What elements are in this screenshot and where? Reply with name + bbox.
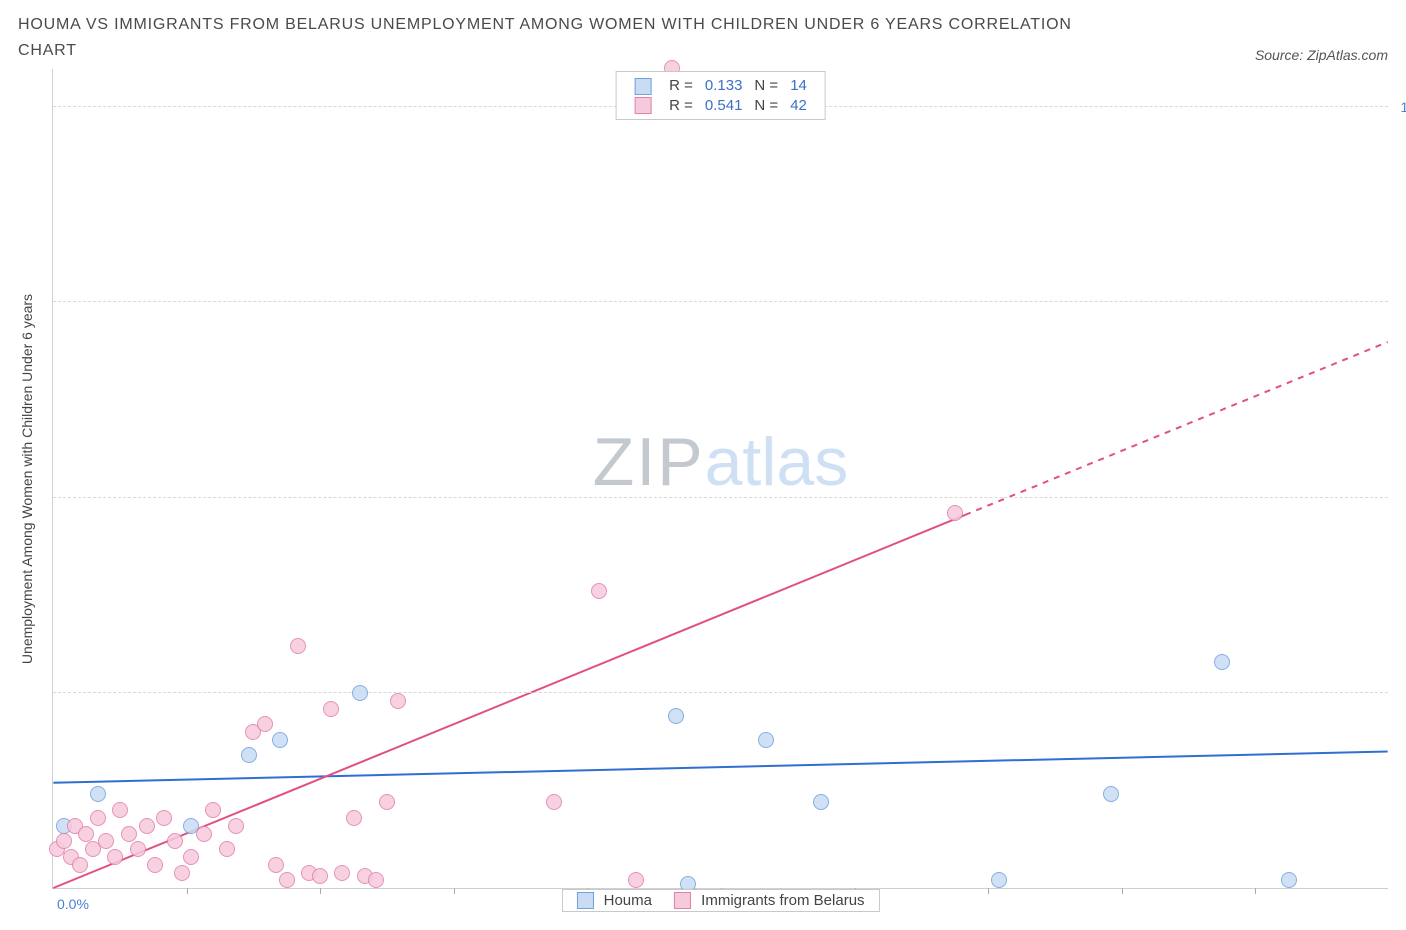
data-point xyxy=(174,865,190,881)
data-point xyxy=(112,802,128,818)
data-point xyxy=(334,865,350,881)
x-axis-tickmark xyxy=(187,888,188,894)
data-point xyxy=(312,868,328,884)
data-point xyxy=(196,826,212,842)
data-point xyxy=(219,841,235,857)
data-point xyxy=(228,818,244,834)
scatter-chart: Unemployment Among Women with Children U… xyxy=(52,69,1388,889)
data-point xyxy=(156,810,172,826)
data-point xyxy=(279,872,295,888)
gridline xyxy=(53,497,1388,498)
data-point xyxy=(591,583,607,599)
watermark: ZIPatlas xyxy=(593,423,848,501)
data-point xyxy=(130,841,146,857)
stats-row: R =0.541N =42 xyxy=(628,96,813,116)
legend-item: Immigrants from Belarus xyxy=(674,892,865,910)
data-point xyxy=(668,708,684,724)
data-point xyxy=(72,857,88,873)
gridline xyxy=(53,301,1388,302)
data-point xyxy=(147,857,163,873)
data-point xyxy=(139,818,155,834)
data-point xyxy=(183,849,199,865)
x-axis-tickmark xyxy=(320,888,321,894)
data-point xyxy=(991,872,1007,888)
data-point xyxy=(352,685,368,701)
data-point xyxy=(758,732,774,748)
data-point xyxy=(947,505,963,521)
data-point xyxy=(56,833,72,849)
stats-row: R =0.133N =14 xyxy=(628,76,813,96)
data-point xyxy=(290,638,306,654)
data-point xyxy=(346,810,362,826)
data-point xyxy=(90,810,106,826)
data-point xyxy=(241,747,257,763)
data-point xyxy=(379,794,395,810)
x-axis-tick-min: 0.0% xyxy=(57,896,89,912)
stats-legend: R =0.133N =14R =0.541N =42 xyxy=(615,71,826,120)
data-point xyxy=(268,857,284,873)
data-point xyxy=(1103,786,1119,802)
series-legend: Houma Immigrants from Belarus xyxy=(561,889,879,913)
trend-lines xyxy=(53,69,1388,888)
x-axis-tickmark xyxy=(988,888,989,894)
data-point xyxy=(167,833,183,849)
data-point xyxy=(257,716,273,732)
data-point xyxy=(205,802,221,818)
chart-title: HOUMA VS IMMIGRANTS FROM BELARUS UNEMPLO… xyxy=(18,12,1118,63)
data-point xyxy=(323,701,339,717)
gridline xyxy=(53,692,1388,693)
data-point xyxy=(107,849,123,865)
data-point xyxy=(90,786,106,802)
x-axis-tickmark xyxy=(1122,888,1123,894)
source-label: Source: ZipAtlas.com xyxy=(1255,47,1388,63)
legend-item: Houma xyxy=(576,892,652,910)
data-point xyxy=(628,872,644,888)
data-point xyxy=(390,693,406,709)
data-point xyxy=(546,794,562,810)
data-point xyxy=(1281,872,1297,888)
x-axis-tickmark xyxy=(1255,888,1256,894)
data-point xyxy=(272,732,288,748)
y-axis-tick: 100.0% xyxy=(1401,99,1406,115)
data-point xyxy=(1214,654,1230,670)
data-point xyxy=(368,872,384,888)
y-axis-label: Unemployment Among Women with Children U… xyxy=(19,294,35,664)
data-point xyxy=(121,826,137,842)
data-point xyxy=(78,826,94,842)
data-point xyxy=(98,833,114,849)
x-axis-tickmark xyxy=(454,888,455,894)
data-point xyxy=(813,794,829,810)
